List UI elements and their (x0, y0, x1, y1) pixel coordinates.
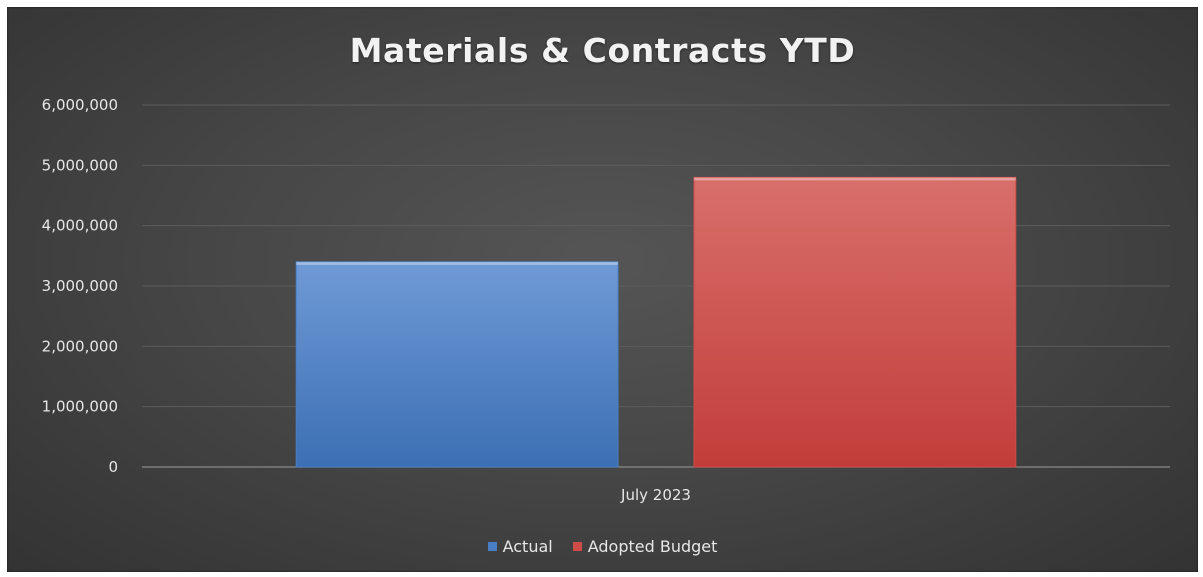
chart-title: Materials & Contracts YTD (349, 31, 856, 70)
plot-area: 0 1,000,000 2,000,000 3,000,000 4,000,000 5,0… (42, 96, 1170, 504)
legend-swatch (487, 542, 497, 551)
y-tick-label: 6,000,000 (42, 96, 118, 114)
legend: Actual Adopted Budget (7, 537, 1198, 556)
chart-area: Materials & Contracts YTD 0 1,000,000 2,00… (7, 7, 1198, 572)
legend-label: Actual (502, 537, 553, 556)
y-tick-label: 4,000,000 (42, 217, 118, 235)
bar-highlight (694, 177, 1016, 181)
legend-item-adopted-budget[interactable]: Adopted Budget (572, 537, 718, 556)
bar-highlight (296, 261, 618, 265)
y-tick-label: 5,000,000 (42, 156, 118, 174)
legend-swatch (572, 542, 582, 551)
y-tick-label: 3,000,000 (42, 277, 118, 295)
bar-actual (295, 261, 619, 468)
y-tick-label: 0 (108, 458, 118, 476)
y-axis: 0 1,000,000 2,000,000 3,000,000 4,000,000 5,0… (42, 96, 118, 476)
bar-adopted-budget (693, 176, 1017, 468)
y-tick-label: 2,000,000 (42, 337, 118, 355)
x-axis: July 2023 (620, 486, 691, 504)
bars (295, 176, 1017, 468)
x-tick-label: July 2023 (620, 486, 691, 504)
legend-item-actual[interactable]: Actual (487, 537, 553, 556)
legend-label: Adopted Budget (587, 537, 718, 556)
y-tick-label: 1,000,000 (42, 398, 118, 416)
